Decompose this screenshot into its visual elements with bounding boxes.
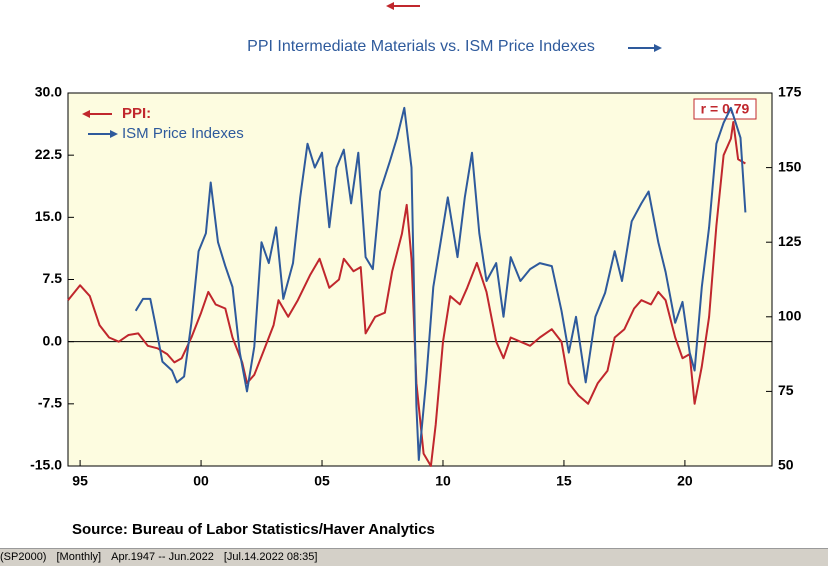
y2-tick-label: 75 (778, 382, 794, 398)
title-arrow (628, 44, 662, 52)
x-tick-label: 05 (314, 473, 330, 489)
x-tick-label: 00 (193, 473, 209, 489)
status-item: [Jul.14.2022 08:35] (223, 551, 318, 563)
legend-label: PPI: (122, 105, 151, 122)
status-item: (SP2000) (0, 551, 47, 563)
x-tick-label: 95 (72, 473, 88, 489)
y-tick-label: 15.0 (35, 208, 62, 224)
y2-tick-label: 150 (778, 158, 802, 174)
chart: PPI Intermediate Materials vs. ISM Price… (30, 2, 802, 538)
y2-tick-label: 100 (778, 308, 802, 324)
annotation: r = 0.79 (701, 101, 750, 117)
chart-title: PPI Intermediate Materials vs. ISM Price… (247, 38, 595, 55)
y2-tick-label: 125 (778, 233, 802, 249)
status-item: [Monthly] (56, 551, 102, 563)
status-bar: (SP2000) [Monthly] Apr.1947 -- Jun.2022 [Ju… (0, 548, 828, 566)
y2-tick-label: 175 (778, 84, 802, 100)
plot-area (67, 92, 773, 467)
y-tick-label: -7.5 (38, 395, 62, 411)
legend: PPI: ISM Price Indexes (82, 105, 244, 142)
x-tick-label: 20 (677, 473, 693, 489)
y-tick-label: -15.0 (30, 457, 62, 473)
source: Source: Bureau of Labor Statistics/Haver… (72, 521, 435, 538)
top-arrow (386, 2, 420, 10)
x-tick-label: 10 (435, 473, 451, 489)
y-tick-label: 30.0 (35, 84, 62, 100)
status-item: Apr.1947 -- Jun.2022 (111, 551, 214, 563)
y2-tick-label: 50 (778, 457, 794, 473)
legend-label: ISM Price Indexes (122, 125, 244, 142)
y-tick-label: 7.5 (43, 270, 63, 286)
y-tick-label: 22.5 (35, 146, 62, 162)
x-tick-label: 15 (556, 473, 572, 489)
y-tick-label: 0.0 (43, 332, 63, 348)
series-line (134, 106, 747, 461)
